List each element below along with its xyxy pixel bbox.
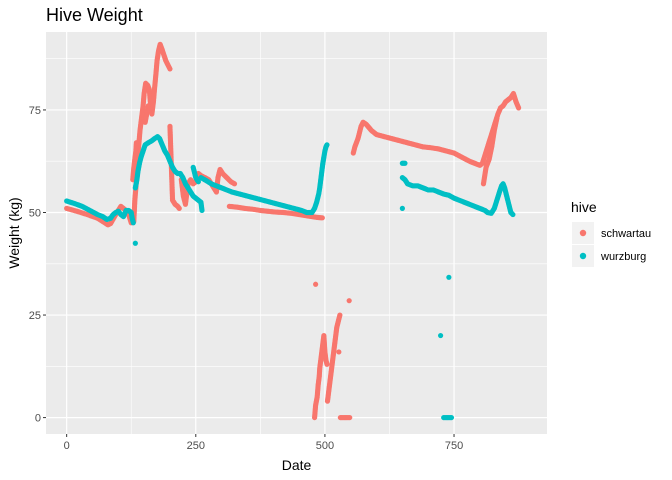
y-tick-label-1: 25 bbox=[29, 310, 41, 322]
point-schwartau-669 bbox=[346, 298, 352, 304]
y-axis-title: Weight (kg) bbox=[6, 197, 22, 268]
point-wurzburg-67 bbox=[132, 240, 138, 246]
legend: hive schwartau wurzburg bbox=[571, 199, 651, 267]
point-wurzburg-183 bbox=[199, 207, 205, 214]
point-schwartau-668 bbox=[336, 349, 342, 355]
point-schwartau-667 bbox=[347, 414, 353, 421]
point-wurzburg-332 bbox=[324, 142, 330, 148]
point-schwartau-594 bbox=[324, 361, 330, 367]
point-schwartau-452 bbox=[231, 181, 238, 187]
x-tick-label-2: 500 bbox=[316, 440, 334, 452]
x-tick-label-3: 750 bbox=[445, 440, 463, 452]
x-tick-label-1: 250 bbox=[187, 440, 205, 452]
point-schwartau-239 bbox=[167, 66, 173, 72]
plot-panel bbox=[46, 32, 547, 434]
point-wurzburg-456 bbox=[510, 211, 516, 218]
y-axis-ticks: 0 25 50 75 bbox=[29, 105, 46, 425]
point-schwartau-659 bbox=[337, 312, 343, 318]
point-wurzburg-195 bbox=[195, 179, 201, 185]
point-schwartau-351 bbox=[176, 205, 182, 211]
legend-label-wurzburg: wurzburg bbox=[600, 251, 646, 263]
y-tick-label-3: 75 bbox=[29, 105, 41, 117]
x-axis-title: Date bbox=[282, 457, 312, 473]
y-tick-label-2: 50 bbox=[29, 207, 41, 219]
legend-title: hive bbox=[571, 199, 597, 215]
minor-gridlines bbox=[46, 32, 547, 434]
point-wurzburg-336 bbox=[402, 160, 408, 166]
point-schwartau-266 bbox=[133, 140, 139, 146]
series-wurzburg bbox=[64, 134, 516, 421]
chart-title: Hive Weight bbox=[46, 5, 143, 25]
point-schwartau-855 bbox=[515, 105, 522, 111]
point-wurzburg-458 bbox=[446, 274, 452, 280]
x-tick-label-0: 0 bbox=[64, 440, 70, 452]
point-wurzburg-333 bbox=[399, 205, 405, 211]
legend-swatch-wurzburg bbox=[579, 252, 587, 260]
point-wurzburg-465 bbox=[448, 414, 455, 421]
x-axis-ticks: 0 250 500 750 bbox=[64, 434, 463, 452]
y-tick-label-0: 0 bbox=[35, 413, 41, 425]
legend-label-schwartau: schwartau bbox=[601, 228, 651, 240]
point-wurzburg-457 bbox=[438, 332, 444, 339]
point-schwartau-294 bbox=[146, 107, 152, 113]
point-schwartau-515 bbox=[319, 215, 325, 221]
point-schwartau-900 bbox=[494, 115, 500, 121]
legend-swatch-schwartau bbox=[579, 229, 587, 237]
point-schwartau-595 bbox=[313, 281, 319, 287]
point-wurzburg-66 bbox=[130, 220, 136, 226]
